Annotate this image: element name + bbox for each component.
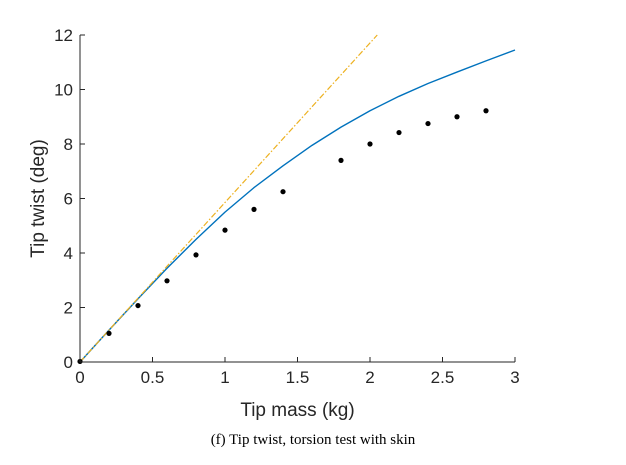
data-point [280, 189, 286, 195]
y-tick-label: 8 [64, 135, 73, 154]
y-tick-label: 2 [64, 299, 73, 318]
data-point [251, 206, 257, 212]
data-point [425, 120, 431, 127]
y-tick-label: 4 [64, 244, 73, 263]
model-curve-line [79, 49, 516, 363]
data-point [483, 108, 489, 114]
y-tick-label: 6 [64, 190, 73, 209]
figure-caption: (f) Tip twist, torsion test with skin [210, 432, 416, 448]
data-point [135, 302, 141, 309]
data-point [106, 330, 112, 336]
y-tick-label: 12 [54, 26, 73, 45]
x-tick-label: 0.5 [141, 368, 165, 387]
data-point [367, 141, 373, 147]
x-tick-label: 2.5 [431, 368, 455, 387]
data-point [454, 114, 460, 120]
x-tick-label: 2 [365, 368, 374, 387]
x-tick-label: 1 [220, 368, 229, 387]
x-tick-label: 3 [510, 368, 519, 387]
x-tick-label: 0 [75, 368, 84, 387]
linear-reference-line [79, 34, 378, 363]
x-axis-label: Tip mass (kg) [240, 400, 354, 421]
axes: 0 0.5 1 1.5 2 2.5 3 0 2 4 6 8 10 12 [54, 26, 520, 387]
plot-area [77, 34, 516, 365]
data-point [338, 157, 344, 163]
chart: 0 0.5 1 1.5 2 2.5 3 0 2 4 6 8 10 12 Tip mass (kg) Tip… [28, 26, 520, 421]
y-tick-label: 0 [64, 353, 73, 372]
data-point [164, 278, 170, 284]
data-point [222, 227, 228, 233]
x-tick-label: 1.5 [286, 368, 310, 387]
data-point [193, 252, 199, 258]
y-tick-label: 10 [54, 81, 73, 100]
y-axis-label: Tip twist (deg) [28, 139, 49, 258]
data-point [396, 129, 402, 136]
